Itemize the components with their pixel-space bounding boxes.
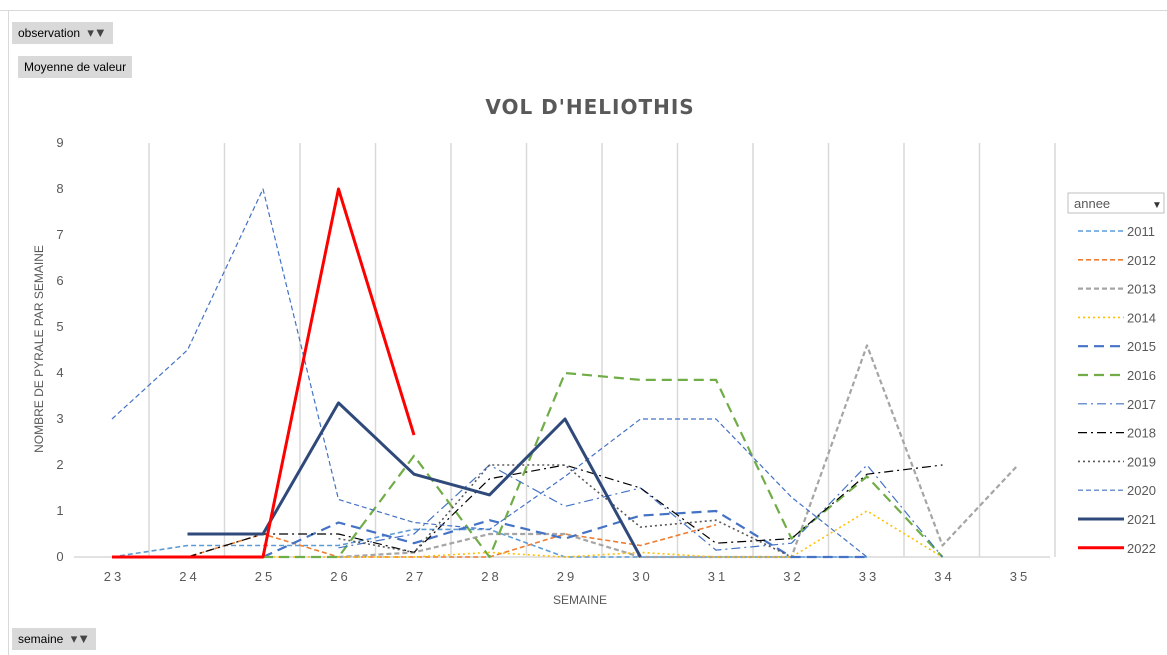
legend-item-2022[interactable]: 2022 xyxy=(1078,541,1156,556)
x-tick-label: 27 xyxy=(406,569,426,584)
series-segment xyxy=(112,187,416,559)
frame-left-border xyxy=(8,10,9,655)
series-line-2014 xyxy=(263,510,943,558)
x-tick-label: 35 xyxy=(1010,569,1030,584)
x-tick-label: 24 xyxy=(179,569,199,584)
legend-header[interactable] xyxy=(1067,192,1165,214)
x-tick-label: 33 xyxy=(859,569,879,584)
series-segment xyxy=(263,510,943,558)
value-field-label: Moyenne de valeur xyxy=(24,60,127,74)
legend-label: 2021 xyxy=(1127,512,1156,527)
x-tick-label: 25 xyxy=(255,569,275,584)
series-segment xyxy=(111,188,868,558)
x-tick-label: 23 xyxy=(104,569,124,584)
y-tick-label: 9 xyxy=(56,135,63,150)
series-line-2015 xyxy=(262,509,867,559)
legend-label: 2012 xyxy=(1127,253,1156,268)
x-tick-label: 30 xyxy=(632,569,652,584)
dropdown-arrow-icon: ▼ xyxy=(1152,200,1162,211)
y-tick-label: 4 xyxy=(56,365,63,380)
legend-item-2015[interactable]: 2015 xyxy=(1078,339,1156,354)
series-segment xyxy=(187,401,642,558)
series-lines xyxy=(111,187,1019,559)
legend-label: 2019 xyxy=(1127,454,1156,469)
legend-label: 2014 xyxy=(1127,310,1156,325)
series-segment xyxy=(262,509,867,559)
semaine-label: semaine xyxy=(18,632,64,646)
y-tick-label: 5 xyxy=(56,319,63,334)
series-segment xyxy=(338,464,943,558)
legend-label: 2022 xyxy=(1127,541,1156,556)
legend-item-2018[interactable]: 2018 xyxy=(1078,426,1156,441)
legend-item-2020[interactable]: 2020 xyxy=(1078,483,1156,498)
series-line-2017 xyxy=(338,464,943,558)
y-tick-label: 2 xyxy=(56,457,63,472)
chart-title: VOL D'HELIOTHIS xyxy=(485,95,694,119)
y-tick-label: 7 xyxy=(56,227,63,242)
x-tick-label: 28 xyxy=(481,569,501,584)
legend-item-2013[interactable]: 2013 xyxy=(1078,282,1156,297)
series-segment xyxy=(338,344,1019,559)
legend-item-2019[interactable]: 2019 xyxy=(1078,454,1156,469)
x-tick-label: 29 xyxy=(557,569,577,584)
observation-filter-button[interactable]: observation ▾▼ xyxy=(12,22,113,44)
series-line-2022 xyxy=(112,187,416,559)
x-tick-label: 34 xyxy=(934,569,954,584)
legend-label: 2017 xyxy=(1127,397,1156,412)
legend-label: 2011 xyxy=(1127,224,1155,239)
legend-label: 2016 xyxy=(1127,368,1156,383)
value-field-button[interactable]: Moyenne de valeur xyxy=(18,56,133,78)
legend: annee ▼ 2011 2012 2013 2014 2015 2016 2017 2018… xyxy=(1067,192,1165,556)
legend-label: 2013 xyxy=(1127,282,1156,297)
semaine-filter-button[interactable]: semaine ▾▼ xyxy=(12,628,97,650)
legend-title: annee xyxy=(1074,196,1110,211)
legend-item-2012[interactable]: 2012 xyxy=(1078,253,1156,268)
y-tick-label: 0 xyxy=(56,549,63,564)
grid-lines xyxy=(74,143,1056,558)
x-tick-label: 31 xyxy=(708,569,728,584)
series-segment xyxy=(338,464,792,558)
y-tick-labels: 0 1 2 3 4 5 6 7 8 9 xyxy=(56,135,63,564)
filter-funnel-icon: ▾▼ xyxy=(70,631,91,646)
legend-label: 2020 xyxy=(1127,483,1156,498)
series-line-2019 xyxy=(338,464,792,558)
y-axis-label: NOMBRE DE PYRALE PAR SEMAINE xyxy=(32,245,46,453)
series-line-2013 xyxy=(338,344,1019,559)
legend-label: 2015 xyxy=(1127,339,1156,354)
x-tick-labels: 23 24 25 26 27 28 29 30 31 32 33 34 35 xyxy=(104,569,1030,584)
frame-top-border xyxy=(0,10,1167,11)
series-segment xyxy=(263,371,944,559)
legend-item-2017[interactable]: 2017 xyxy=(1078,397,1156,412)
series-line-2020 xyxy=(111,188,868,558)
x-tick-label: 32 xyxy=(783,569,803,584)
x-tick-label: 26 xyxy=(330,569,350,584)
legend-item-2016[interactable]: 2016 xyxy=(1078,368,1156,383)
observation-label: observation xyxy=(18,26,81,40)
legend-label: 2018 xyxy=(1127,426,1156,441)
y-tick-label: 1 xyxy=(56,503,63,518)
filter-funnel-icon: ▾▼ xyxy=(87,25,107,40)
legend-item-2021[interactable]: 2021 xyxy=(1078,512,1156,527)
series-line-2016 xyxy=(263,371,944,559)
y-tick-label: 6 xyxy=(56,273,63,288)
y-tick-label: 8 xyxy=(56,181,63,196)
legend-item-2014[interactable]: 2014 xyxy=(1078,310,1156,325)
legend-item-2011[interactable]: 2011 xyxy=(1078,224,1155,239)
x-axis-label: SEMAINE xyxy=(553,593,607,607)
y-tick-label: 3 xyxy=(56,411,63,426)
series-line-2021 xyxy=(187,401,642,558)
